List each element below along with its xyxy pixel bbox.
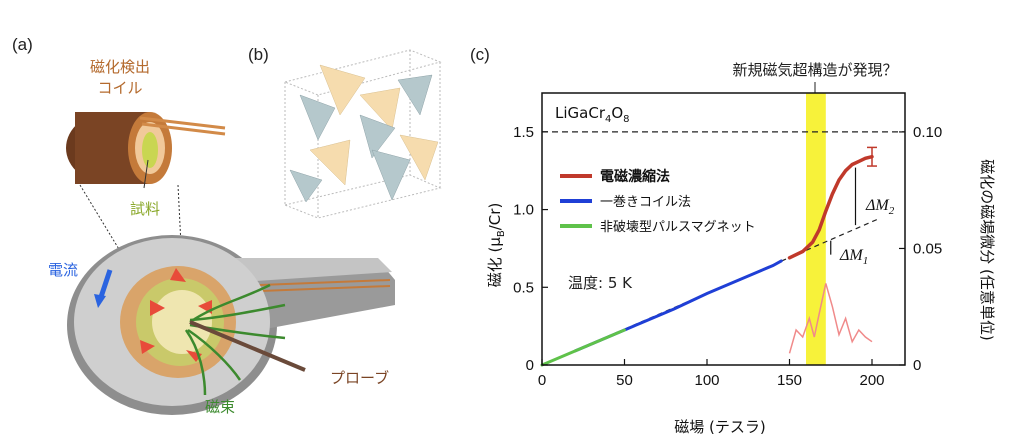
current-arrow-icon [97, 269, 113, 301]
crystal-tetrahedra [289, 64, 439, 203]
plot-frame [541, 92, 906, 366]
series-line-2 [540, 328, 626, 367]
panel-c-label: (c) [470, 45, 490, 64]
series-line-0 [787, 154, 874, 260]
legend-label-1: 一巻きコイル法 [600, 195, 691, 210]
detection-coil-illustration [66, 112, 226, 184]
x-tick-label-4: 200 [859, 372, 884, 389]
y-axis-title: 磁化 (μB/Cr) [486, 203, 507, 288]
x-axis-title: 磁場 (テスラ) [674, 418, 765, 436]
annotation-label: 新規磁気超構造が発現？ [732, 61, 897, 79]
x-tick-label-2: 100 [694, 372, 719, 389]
y2-tick-label-0: 0 [913, 357, 921, 374]
highlight-band [806, 93, 826, 365]
probe-rod [189, 320, 306, 372]
current-label: 電流 [48, 261, 78, 279]
panel-b-label: (b) [248, 45, 269, 64]
pulse-magnet-illustration [67, 235, 395, 415]
coil-label-line2: コイル [97, 79, 142, 97]
x-tick-label-3: 150 [777, 372, 802, 389]
y2-axis-title: 磁化の磁場微分 (任意単位) [978, 159, 996, 340]
flux-arrows-icon [184, 283, 286, 396]
compound-label: LiGaCr4O8 [555, 104, 630, 125]
x-tick-label-0: 0 [538, 372, 546, 389]
panel-a-label: (a) [12, 35, 33, 54]
panel-c: (c) 新規磁気超構造が発現？ 0 50 100 150 20000.51.01.500… [470, 45, 996, 436]
delta-m1-label: ΔM1 [839, 247, 868, 267]
legend-label-2: 非破壊型パルスマグネット [600, 220, 756, 235]
sample-label: 試料 [130, 200, 160, 218]
y2-tick-label-2: 0.10 [913, 124, 942, 141]
probe-label: プローブ [330, 369, 389, 387]
flux-label: 磁束 [205, 398, 235, 416]
chart-plot-area: 0 50 100 150 200 0 0.5 1.0 1.5 0 0.05 0.10 [513, 92, 942, 389]
chart-legend: 電磁濃縮法 一巻きコイル法 非破壊型パルスマグネット [560, 168, 756, 235]
y-tick-label-1: 0.5 [513, 279, 534, 296]
y-tick-label-0: 0 [526, 357, 534, 374]
y-tick-label-3: 1.5 [513, 124, 534, 141]
coil-label-line1: 磁化検出 [90, 58, 150, 76]
legend-label-0: 電磁濃縮法 [600, 168, 670, 185]
delta-m2-label: ΔM2 [865, 197, 895, 217]
y-tick-label-2: 1.0 [513, 202, 534, 219]
temperature-label: 温度: 5 K [568, 274, 633, 292]
x-tick-label-1: 50 [616, 372, 633, 389]
panel-b: (b) [248, 45, 442, 219]
y2-tick-label-1: 0.05 [913, 240, 942, 257]
derivative-series-0 [788, 283, 873, 354]
panel-a: (a) 磁化検出 コイル 試料 [12, 35, 395, 416]
